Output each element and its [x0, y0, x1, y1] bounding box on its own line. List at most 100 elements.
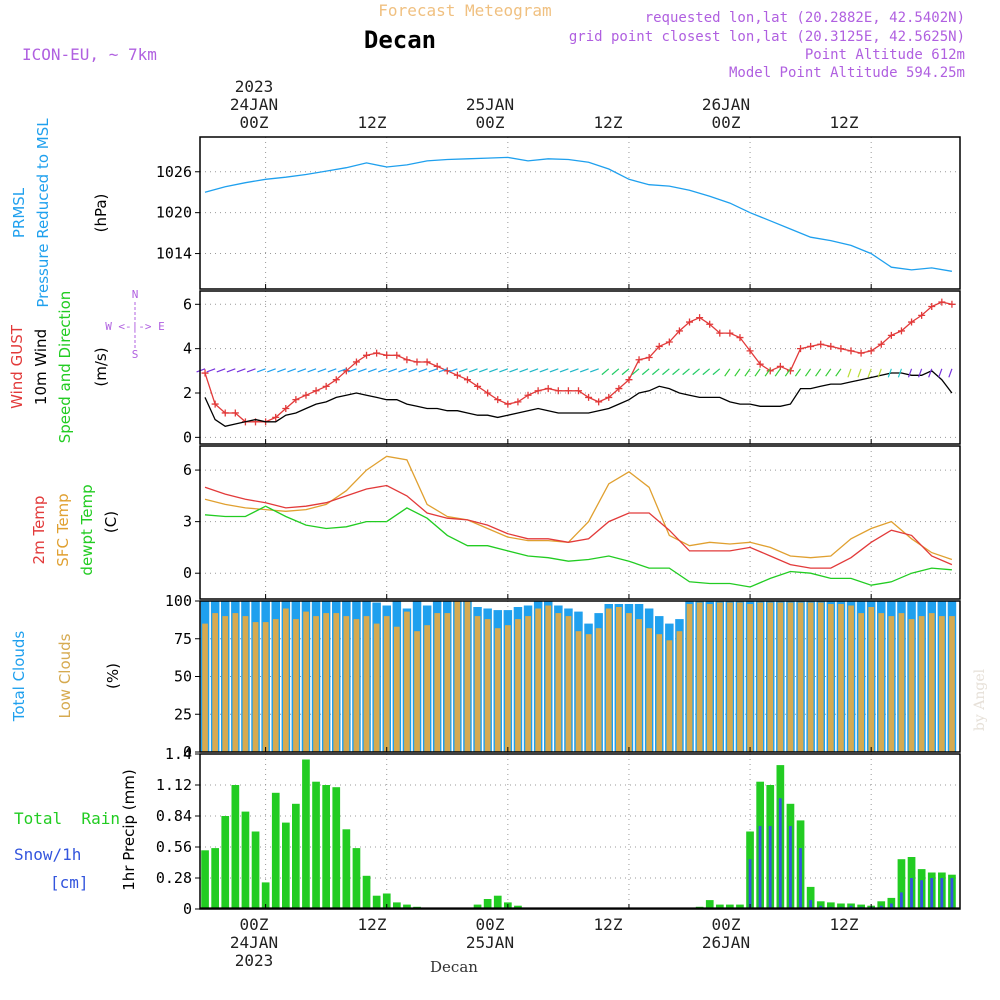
low-cloud-bar	[848, 605, 854, 752]
rain-bar	[362, 875, 371, 909]
gust-line-marker	[272, 413, 280, 421]
wind-direction-label: Speed and Direction	[56, 291, 74, 444]
rain-bar	[816, 901, 825, 910]
gust-line-marker	[605, 393, 613, 401]
wind-arrow	[611, 368, 620, 376]
gust-line-marker	[726, 329, 734, 337]
wind-arrow	[734, 368, 741, 377]
bottom-tick-label: 12Z	[594, 915, 623, 934]
top-date-24jan: 24JAN	[230, 95, 278, 114]
low-cloud-bar	[333, 613, 340, 752]
gust-line-marker	[766, 367, 774, 375]
low-cloud-bar	[626, 613, 632, 752]
low-cloud-bar	[222, 616, 229, 752]
low-cloud-bar	[908, 619, 915, 752]
wind-arrow	[907, 368, 913, 378]
point-altitude: Point Altitude 612m	[805, 47, 965, 63]
gust-line-marker	[867, 347, 875, 355]
gust-line-marker	[282, 405, 290, 413]
gust-line-marker	[645, 354, 653, 362]
low-cloud-bar	[666, 640, 673, 752]
pressure-line	[204, 156, 953, 272]
rain-bar	[211, 848, 219, 909]
low-cloud-bar	[474, 616, 481, 752]
wind-arrow	[887, 368, 892, 378]
low-cloud-bar	[858, 613, 864, 752]
gust-line-marker	[514, 398, 522, 406]
gust-line-marker	[847, 347, 855, 355]
rain-bar	[332, 787, 341, 909]
wind-arrow	[559, 368, 569, 373]
rain-bar	[887, 897, 896, 909]
dewpoint-line	[204, 505, 952, 588]
gust-label: Wind GUST	[8, 324, 26, 409]
wind-arrow	[367, 368, 377, 373]
rain-bar	[393, 902, 401, 909]
wind-arrow	[651, 368, 660, 376]
gust-line-marker	[292, 396, 300, 404]
wind-arrow	[206, 368, 216, 373]
gust-line-marker	[625, 376, 633, 384]
low-cloud-bar	[434, 613, 441, 752]
low-cloud-bar	[939, 616, 945, 752]
sfc-temp-line	[204, 455, 953, 561]
gust-line-marker	[302, 391, 310, 399]
rain-bar	[726, 904, 734, 909]
rain-bar	[382, 893, 391, 909]
model-label: ICON-EU, ~ 7km	[22, 45, 157, 64]
rain-bar	[897, 859, 906, 909]
low-cloud-bar	[394, 626, 400, 752]
wind-unit: (m/s)	[92, 347, 110, 386]
low-cloud-bar	[212, 613, 218, 752]
wind-arrow	[509, 368, 519, 373]
y-tick-label: 4	[183, 340, 192, 358]
top-date-25jan: 25JAN	[466, 95, 514, 114]
rain-bar	[483, 899, 492, 909]
rain-bar	[302, 759, 310, 909]
gust-line-marker	[827, 342, 835, 350]
low-cloud-bar	[949, 616, 955, 752]
rain-bar	[493, 895, 502, 909]
gust-line-marker	[776, 362, 784, 370]
bottom-tick-label: 00Z	[712, 915, 741, 934]
low-cloud-bar	[545, 605, 552, 752]
prmsl-long-label: Pressure Reduced to MSL	[34, 118, 52, 308]
gust-line-marker	[211, 400, 219, 408]
cloud-unit: (%)	[104, 663, 122, 689]
chart-subtitle: Forecast Meteogram	[378, 1, 551, 20]
wind-arrow	[226, 368, 236, 373]
wind-arrow	[641, 368, 650, 376]
rain-bar	[251, 831, 260, 909]
wind-arrow	[287, 368, 297, 373]
low-cloud-bar	[737, 602, 743, 752]
wind-arrow	[307, 368, 317, 373]
gust-line-marker	[322, 382, 330, 390]
compass-west-east: W <-|-> E	[105, 320, 165, 333]
low-cloud-bar	[777, 602, 784, 752]
gust-line-marker	[574, 387, 582, 395]
wind-arrow	[835, 368, 842, 377]
low-cloud-bar	[363, 616, 370, 752]
panel-frame	[199, 445, 961, 600]
gust-line-marker	[423, 358, 431, 366]
bottom-location-label: Decan	[430, 958, 478, 976]
compass-south: S	[132, 348, 139, 361]
snow-bar	[778, 798, 782, 909]
wind-label: 10m Wind	[32, 329, 50, 405]
wind-arrow	[744, 368, 751, 377]
low-cloud-bar	[706, 604, 713, 752]
wind-arrow	[327, 368, 337, 373]
gust-line-marker	[332, 376, 340, 384]
wind-arrow	[948, 368, 953, 378]
gust-line-marker	[908, 318, 916, 326]
gust-line-marker	[585, 393, 593, 401]
watermark: by Angel	[972, 668, 988, 731]
wind-arrow	[672, 368, 680, 376]
wind-arrow	[549, 368, 559, 373]
y-tick-label: 0.84	[156, 807, 192, 825]
gust-line-marker	[635, 356, 643, 364]
low-cloud-bar	[515, 619, 521, 752]
low-cloud-bar	[878, 613, 885, 752]
low-cloud-bar	[444, 613, 451, 752]
snow-bar	[809, 900, 812, 909]
